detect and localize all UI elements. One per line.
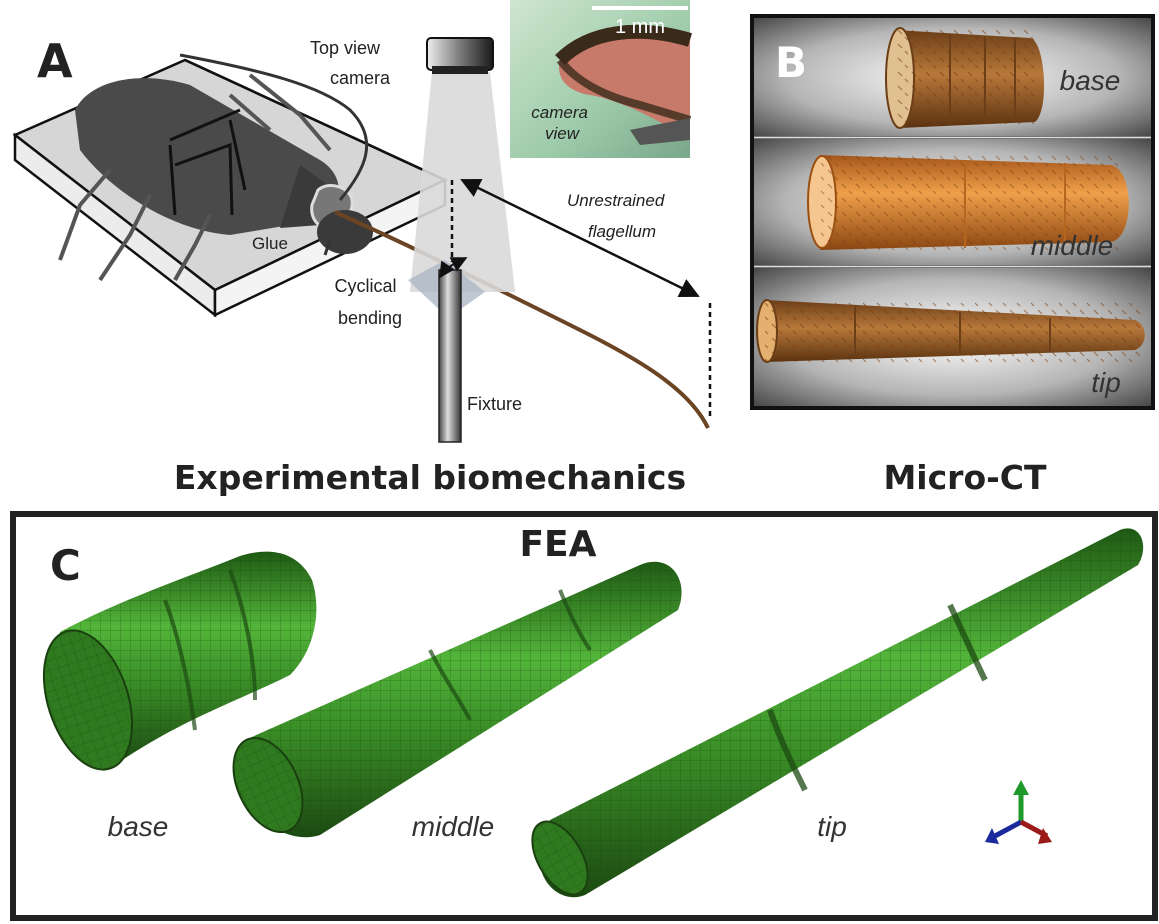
axis-triad-icon [985, 780, 1052, 844]
panel-a-letter: A [37, 34, 73, 88]
fea-middle-model [232, 561, 682, 838]
panel-c-letter: C [50, 541, 81, 590]
cyclical-bending-label: Cyclical bending [334, 276, 402, 328]
panel-b-letter: B [775, 38, 807, 87]
ct-tip-specimen [756, 299, 1145, 363]
fea-label-base: base [108, 811, 169, 842]
fea-label-tip: tip [817, 811, 847, 842]
flagellum [334, 210, 710, 429]
panel-c-title: FEA [519, 524, 596, 565]
scale-bar-label: 1 mm [615, 16, 665, 38]
panel-c: C FEA base middle tip [10, 511, 1158, 921]
panel-b: base middle tip B Micro-CT [750, 14, 1155, 497]
fixture-label: Fixture [467, 394, 522, 414]
ct-label-base: base [1060, 65, 1121, 96]
unrestrained-flagellum-label: Unrestrained flagellum [567, 191, 669, 241]
panel-a-caption: Experimental biomechanics [174, 458, 686, 497]
glue-label: Glue [252, 234, 288, 253]
top-view-camera-label: Top view camera [310, 38, 391, 88]
deflection-arrow [460, 178, 700, 298]
fixture [408, 257, 485, 443]
fea-tip-model [531, 528, 1144, 898]
fea-base-model [42, 551, 317, 771]
ct-label-tip: tip [1091, 367, 1121, 398]
camera-view-label: camera view [531, 103, 592, 143]
panel-b-caption: Micro-CT [883, 458, 1047, 497]
fea-label-middle: middle [412, 811, 494, 842]
top-view-camera [426, 37, 494, 74]
ct-label-middle: middle [1031, 230, 1113, 261]
ct-middle-specimen [807, 155, 1129, 250]
camera-view-inset [510, 0, 693, 158]
panel-a: A [12, 0, 712, 497]
ct-base-specimen [885, 27, 1045, 129]
